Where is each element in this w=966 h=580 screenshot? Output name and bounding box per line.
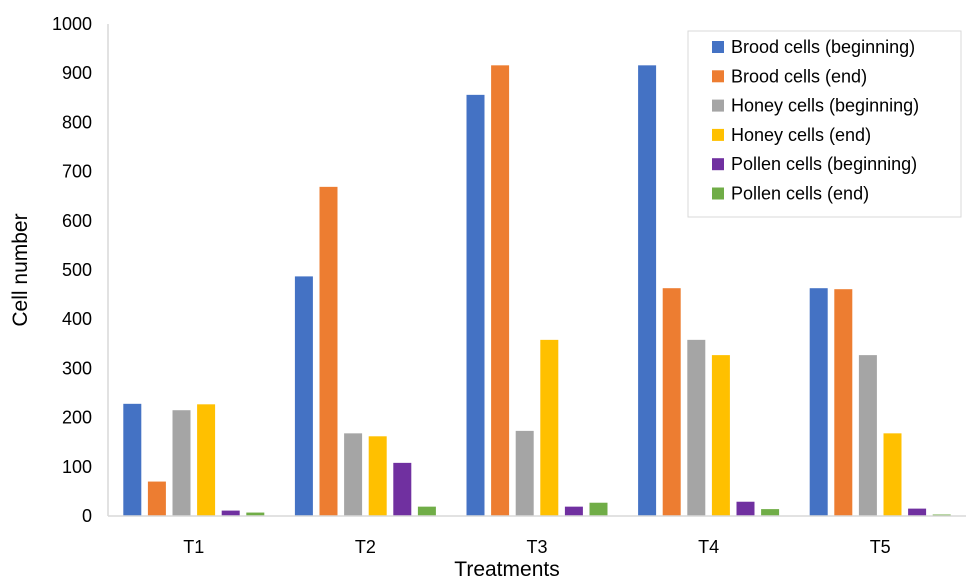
legend-label: Pollen cells (end) [731, 184, 869, 204]
bar-t1-series-4 [197, 404, 216, 516]
bar-t4-series-2 [662, 288, 681, 516]
legend-swatch [712, 187, 724, 200]
bar-t5-series-2 [834, 289, 853, 516]
y-tick-label: 700 [62, 162, 92, 182]
bar-t2-series-6 [417, 506, 436, 516]
x-tick-label: T4 [698, 537, 719, 557]
y-tick-label: 800 [62, 112, 92, 132]
y-tick-label: 400 [62, 309, 92, 329]
legend-label: Brood cells (end) [731, 66, 867, 86]
legend-label: Brood cells (beginning) [731, 37, 915, 57]
legend: Brood cells (beginning) Brood cells (end)… [687, 30, 962, 218]
bar-t5-series-3 [858, 355, 877, 516]
bar-t1-series-5 [221, 510, 240, 516]
x-tick-label: T2 [355, 537, 376, 557]
y-tick-label: 1000 [52, 14, 92, 34]
bar-t1-series-1 [123, 403, 142, 516]
x-axis-title: Treatments [454, 558, 559, 580]
legend-label: Pollen cells (beginning) [731, 154, 917, 174]
y-tick-label: 600 [62, 211, 92, 231]
x-tick-label: T3 [526, 537, 547, 557]
bar-t1-series-3 [172, 410, 191, 516]
bar-t4-series-1 [638, 65, 657, 516]
y-axis-ticks: 0 100 200 300 400 500 600 700 800 900 1000 [52, 14, 92, 526]
y-tick-label: 200 [62, 408, 92, 428]
y-tick-label: 500 [62, 260, 92, 280]
legend-swatch [712, 158, 724, 171]
bar-t4-series-5 [736, 501, 755, 516]
x-tick-label: T1 [183, 537, 204, 557]
legend-swatch [712, 70, 724, 83]
bar-t5-series-1 [809, 288, 828, 516]
x-tick-label: T5 [870, 537, 891, 557]
bar-t2-series-1 [294, 276, 313, 516]
bar-t4-series-6 [761, 509, 780, 516]
bar-t2-series-3 [344, 433, 363, 516]
legend-frame [687, 30, 962, 218]
y-tick-label: 300 [62, 358, 92, 378]
bar-t3-series-1 [466, 94, 485, 516]
bar-t5-series-4 [883, 433, 902, 516]
legend-label: Honey cells (beginning) [731, 96, 919, 116]
legend-label: Honey cells (end) [731, 125, 871, 145]
y-tick-label: 900 [62, 63, 92, 83]
bar-t2-series-4 [368, 436, 387, 516]
bar-t1-series-2 [147, 481, 166, 516]
legend-swatch [712, 99, 724, 112]
bar-t4-series-3 [687, 339, 706, 516]
bar-t2-series-5 [393, 462, 412, 516]
y-tick-label: 100 [62, 457, 92, 477]
bars [123, 65, 951, 516]
bar-t3-series-6 [589, 502, 608, 516]
bar-t1-series-6 [246, 512, 265, 516]
legend-swatch [712, 128, 724, 141]
bar-t3-series-2 [491, 65, 510, 516]
x-axis-ticks: T1 T2 T3 T4 T5 [183, 537, 890, 557]
y-tick-label: 0 [82, 506, 92, 526]
bar-t5-series-5 [908, 508, 927, 516]
legend-swatch [712, 41, 724, 53]
bar-t3-series-4 [540, 339, 559, 516]
bar-t3-series-5 [564, 506, 583, 516]
bar-t3-series-3 [515, 430, 534, 516]
bar-t2-series-2 [319, 186, 338, 516]
y-axis-title: Cell number [9, 213, 32, 326]
bar-t4-series-4 [711, 355, 730, 516]
